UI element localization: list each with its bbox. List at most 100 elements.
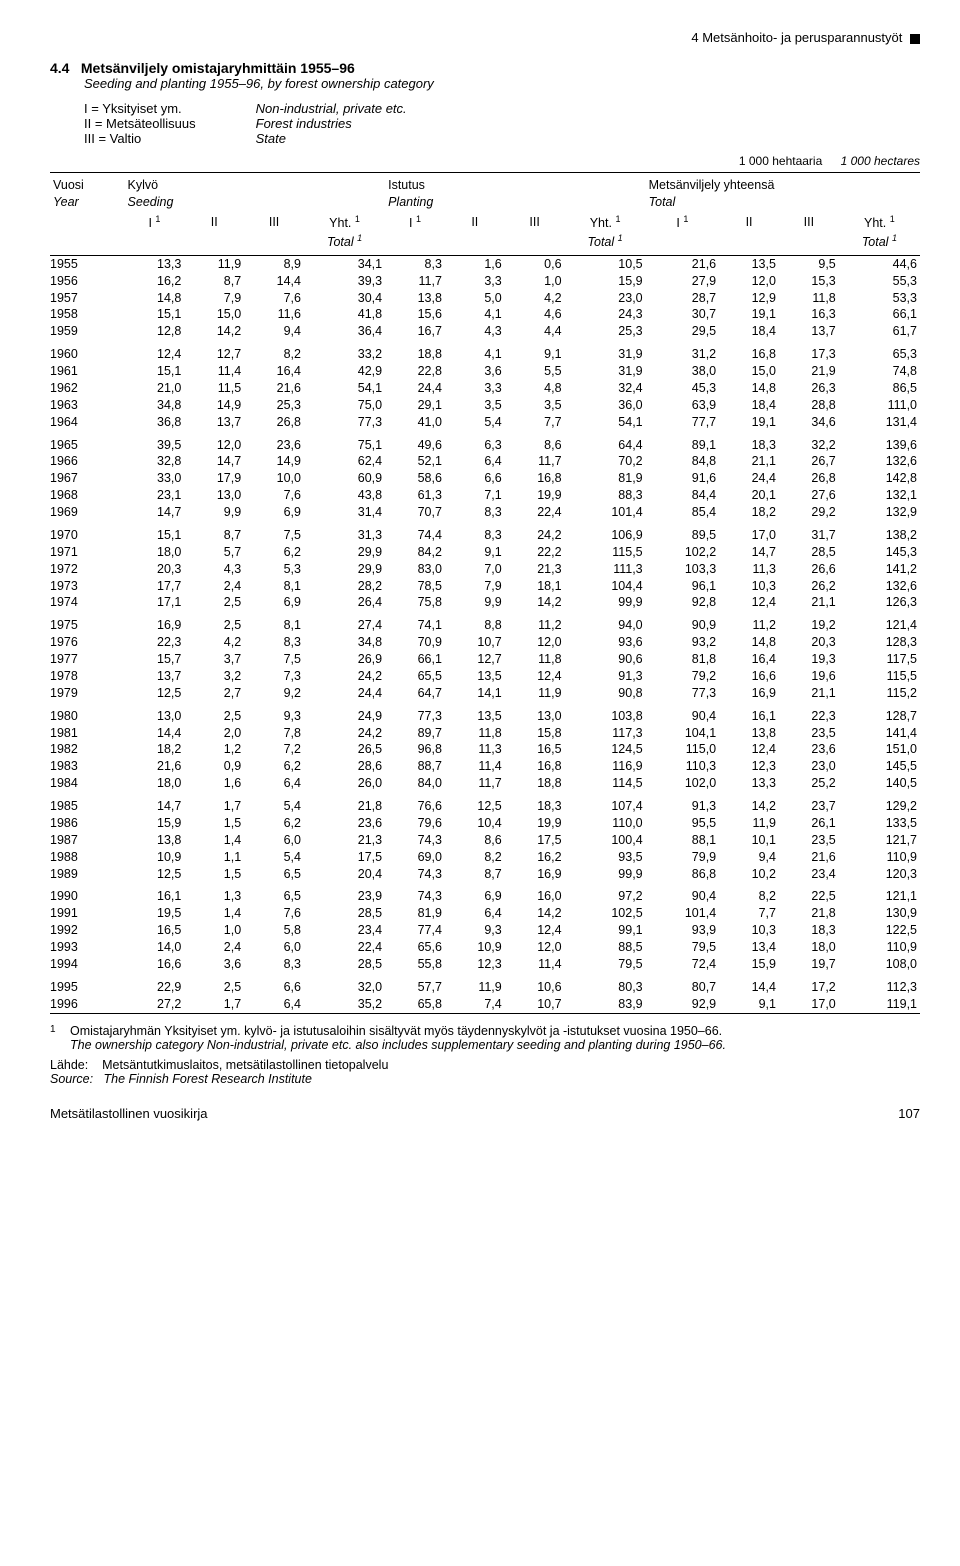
cell-value: 76,6	[385, 792, 445, 815]
cell-year: 1972	[50, 561, 125, 578]
cell-value: 32,4	[565, 380, 646, 397]
cell-value: 121,4	[839, 611, 920, 634]
col-kylvo: Kylvö	[125, 173, 386, 194]
cell-value: 38,0	[646, 363, 720, 380]
cell-value: 8,7	[184, 521, 244, 544]
cell-value: 12,4	[125, 340, 185, 363]
cell-value: 74,3	[385, 866, 445, 883]
cell-value: 115,5	[565, 544, 646, 561]
cell-value: 12,9	[719, 290, 779, 307]
cell-value: 145,3	[839, 544, 920, 561]
cell-value: 23,7	[779, 792, 839, 815]
cell-value: 3,6	[445, 363, 505, 380]
cell-value: 5,5	[505, 363, 565, 380]
table-row: 197220,34,35,329,983,07,021,3111,3103,31…	[50, 561, 920, 578]
cell-value: 61,7	[839, 323, 920, 340]
cell-value: 12,4	[505, 922, 565, 939]
cell-value: 16,1	[719, 702, 779, 725]
cell-year: 1978	[50, 668, 125, 685]
cell-value: 80,3	[565, 973, 646, 996]
cell-value: 142,8	[839, 470, 920, 487]
cell-value: 99,1	[565, 922, 646, 939]
cell-value: 13,0	[505, 702, 565, 725]
cell-value: 18,1	[505, 578, 565, 595]
cell-value: 55,3	[839, 273, 920, 290]
col-iii: III	[244, 211, 304, 232]
cell-value: 85,4	[646, 504, 720, 521]
cell-value: 15,8	[505, 725, 565, 742]
cell-value: 26,9	[304, 651, 385, 668]
cell-value: 19,9	[505, 815, 565, 832]
cell-value: 8,1	[244, 611, 304, 634]
table-row: 199627,21,76,435,265,87,410,783,992,99,1…	[50, 996, 920, 1013]
cell-value: 21,8	[304, 792, 385, 815]
cell-value: 102,0	[646, 775, 720, 792]
cell-value: 77,3	[304, 414, 385, 431]
cell-value: 21,6	[646, 255, 720, 272]
cell-value: 6,3	[445, 431, 505, 454]
cell-value: 20,3	[779, 634, 839, 651]
cell-year: 1994	[50, 956, 125, 973]
cell-value: 18,8	[505, 775, 565, 792]
cell-value: 13,5	[719, 255, 779, 272]
cell-value: 16,9	[719, 685, 779, 702]
cell-value: 90,4	[646, 702, 720, 725]
cell-value: 13,8	[719, 725, 779, 742]
table-row: 198810,91,15,417,569,08,216,293,579,99,4…	[50, 849, 920, 866]
cell-value: 29,9	[304, 544, 385, 561]
cell-value: 16,2	[125, 273, 185, 290]
cell-value: 26,3	[779, 380, 839, 397]
cell-year: 1996	[50, 996, 125, 1013]
cell-value: 11,9	[505, 685, 565, 702]
table-row: 199522,92,56,632,057,711,910,680,380,714…	[50, 973, 920, 996]
cell-value: 31,2	[646, 340, 720, 363]
cell-value: 1,6	[184, 775, 244, 792]
cell-value: 3,7	[184, 651, 244, 668]
cell-value: 110,9	[839, 939, 920, 956]
cell-value: 42,9	[304, 363, 385, 380]
table-row: 196733,017,910,060,958,66,616,881,991,62…	[50, 470, 920, 487]
cell-value: 83,0	[385, 561, 445, 578]
cell-value: 41,8	[304, 306, 385, 323]
cell-value: 139,6	[839, 431, 920, 454]
chapter-header-text: 4 Metsänhoito- ja perusparannustyöt	[691, 30, 902, 45]
cell-value: 124,5	[565, 741, 646, 758]
cell-value: 1,1	[184, 849, 244, 866]
cell-value: 90,8	[565, 685, 646, 702]
footer-right: 107	[898, 1106, 920, 1121]
cell-value: 88,7	[385, 758, 445, 775]
cell-value: 22,5	[779, 882, 839, 905]
cell-value: 29,5	[646, 323, 720, 340]
table-row: 196632,814,714,962,452,16,411,770,284,82…	[50, 453, 920, 470]
cell-value: 6,9	[244, 504, 304, 521]
table-row: 197912,52,79,224,464,714,111,990,877,316…	[50, 685, 920, 702]
cell-value: 55,8	[385, 956, 445, 973]
cell-value: 16,2	[505, 849, 565, 866]
cell-value: 26,8	[244, 414, 304, 431]
cell-value: 112,3	[839, 973, 920, 996]
table-row: 198615,91,56,223,679,610,419,9110,095,51…	[50, 815, 920, 832]
cell-value: 12,4	[505, 668, 565, 685]
cell-value: 10,0	[244, 470, 304, 487]
cell-year: 1957	[50, 290, 125, 307]
legend: I = Yksityiset ym. II = Metsäteollisuus …	[84, 101, 920, 146]
chapter-header: 4 Metsänhoito- ja perusparannustyöt	[50, 30, 920, 45]
cell-value: 14,4	[244, 273, 304, 290]
cell-value: 26,6	[779, 561, 839, 578]
cell-value: 7,7	[719, 905, 779, 922]
cell-value: 4,2	[184, 634, 244, 651]
cell-value: 110,3	[646, 758, 720, 775]
section-number: 4.4	[50, 60, 69, 76]
col-istutus: Istutus	[385, 173, 646, 194]
cell-value: 13,3	[125, 255, 185, 272]
cell-value: 9,2	[244, 685, 304, 702]
cell-year: 1977	[50, 651, 125, 668]
cell-value: 23,6	[244, 431, 304, 454]
cell-year: 1981	[50, 725, 125, 742]
cell-value: 9,5	[779, 255, 839, 272]
cell-value: 11,9	[184, 255, 244, 272]
cell-value: 18,4	[719, 397, 779, 414]
cell-value: 6,0	[244, 939, 304, 956]
cell-value: 74,1	[385, 611, 445, 634]
cell-value: 31,9	[565, 363, 646, 380]
